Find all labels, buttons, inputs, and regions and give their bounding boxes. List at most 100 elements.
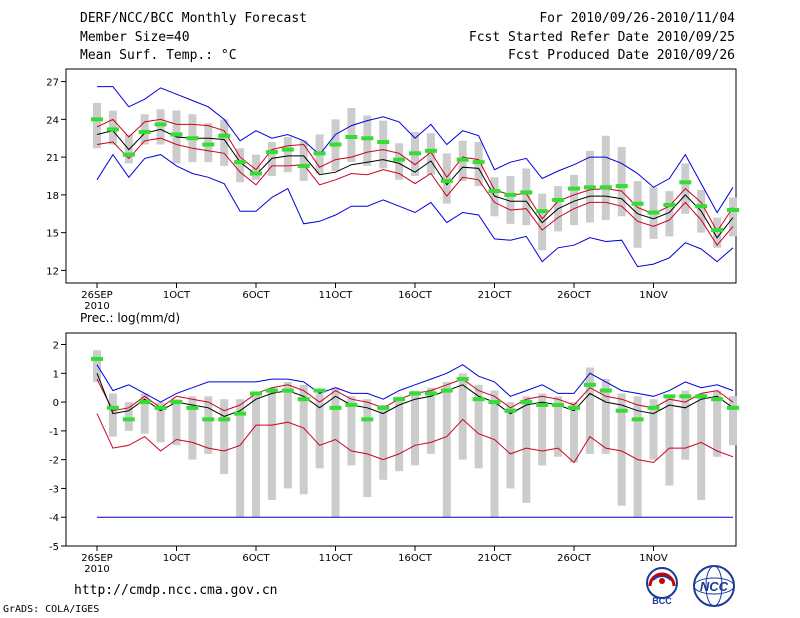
temperature-observed-marker <box>91 117 103 122</box>
temperature-range-bar <box>363 115 372 166</box>
precipitation-observed-marker <box>711 397 724 402</box>
precipitation-range-bar <box>283 381 292 489</box>
precipitation-range-bar <box>172 399 181 446</box>
precipitation-observed-marker <box>234 411 247 416</box>
precipitation-observed-marker <box>91 356 103 361</box>
precipitation-observed-marker <box>361 417 374 422</box>
precipitation-observed-marker <box>170 400 183 405</box>
precipitation-observed-marker <box>409 391 421 396</box>
precipitation-range-bar <box>522 396 531 503</box>
temperature-observed-marker <box>440 179 453 184</box>
temperature-frame <box>65 68 737 284</box>
precipitation-observed-marker <box>138 400 151 405</box>
temperature-observed-marker <box>345 134 358 139</box>
precipitation-observed-marker <box>504 408 517 413</box>
precipitation-range-bar <box>490 390 499 518</box>
temperature-range-bar <box>729 197 737 237</box>
temperature-range-bar <box>570 174 578 226</box>
precipitation-range-bar <box>315 393 324 469</box>
temperature-observed-marker <box>393 157 406 162</box>
temperature-observed-marker <box>234 160 247 165</box>
temperature-observed-marker <box>456 157 469 162</box>
precipitation-range-bar <box>108 393 117 437</box>
precipitation-range-bar <box>331 387 340 518</box>
ncc-logo: NCC <box>693 565 735 607</box>
temperature-observed-marker <box>265 150 278 155</box>
precipitation-lower-red-line <box>96 413 734 464</box>
precipitation-observed-marker <box>456 377 469 382</box>
precipitation-range-bar <box>156 402 165 443</box>
precipitation-ytick-label: 2 <box>53 341 59 352</box>
precipitation-observed-marker <box>583 382 596 387</box>
temperature-xtick-label: 11OCT <box>319 290 354 301</box>
precipitation-range-bar <box>220 399 229 475</box>
forecast-produced-date: Fcst Produced Date 2010/09/26 <box>508 48 735 63</box>
precipitation-range-bar <box>697 393 706 500</box>
temperature-observed-marker <box>679 180 692 185</box>
temperature-observed-marker <box>504 192 517 197</box>
precipitation-range-bar <box>124 402 133 431</box>
temperature-upper-red-line <box>96 118 734 233</box>
precipitation-xtick-label: 21OCT <box>478 553 513 564</box>
precipitation-ytick-label: 0 <box>53 398 59 409</box>
temperature-observed-marker <box>583 185 596 190</box>
precipitation-range-bar <box>538 393 547 466</box>
precipitation-range-bar <box>458 373 467 460</box>
precipitation-observed-marker <box>615 408 628 413</box>
temperature-range-bar <box>601 135 610 221</box>
temperature-range-bar <box>522 168 531 226</box>
precipitation-range-bar <box>729 396 737 446</box>
temperature-range-bar <box>379 120 388 169</box>
precipitation-range-bar <box>140 393 149 434</box>
temperature-observed-marker <box>520 190 533 195</box>
precipitation-observed-marker <box>106 405 119 410</box>
precipitation-range-bar <box>379 404 388 480</box>
temperature-range-bar <box>506 176 515 224</box>
temperature-observed-marker <box>329 142 342 147</box>
temperature-xtick-label: 26OCT <box>557 290 592 301</box>
temperature-upper-blue-line <box>97 86 734 214</box>
grads-credit: GrADS: COLA/IGES <box>3 604 100 615</box>
forecast-period: For 2010/09/26-2010/11/04 <box>539 11 735 26</box>
precipitation-observed-marker <box>488 400 501 405</box>
precipitation-observed-marker <box>265 388 278 393</box>
temperature-observed-marker <box>138 129 151 134</box>
precipitation-observed-marker <box>345 402 358 407</box>
temperature-observed-marker <box>472 160 485 165</box>
precipitation-range-bar <box>713 390 722 457</box>
precipitation-observed-marker <box>568 405 580 410</box>
precipitation-range-bar <box>665 396 674 486</box>
precipitation-range-bar <box>363 399 372 498</box>
temperature-observed-marker <box>552 197 565 202</box>
temperature-range-bar <box>236 148 245 183</box>
precipitation-range-bar <box>93 350 101 382</box>
precipitation-ytick-label: -3 <box>49 484 59 495</box>
precipitation-panel-title: Prec.: log(mm/d) <box>80 311 180 325</box>
precipitation-ytick-label: -1 <box>49 427 59 438</box>
temperature-observed-marker <box>663 202 676 207</box>
temperature-ytick-label: 27 <box>46 78 59 89</box>
precipitation-observed-marker <box>695 394 708 399</box>
precipitation-observed-marker <box>647 405 660 410</box>
precipitation-xtick-year: 2010 <box>84 564 109 575</box>
temperature-xtick-label: 1NOV <box>639 290 668 301</box>
source-url[interactable]: http://cmdp.ncc.cma.gov.cn <box>74 583 278 598</box>
precipitation-range-bar <box>236 399 245 518</box>
temperature-observed-marker <box>599 185 612 190</box>
temperature-observed-marker <box>281 147 294 152</box>
temperature-range-bar <box>442 153 451 204</box>
precipitation-ytick-label: -5 <box>49 542 59 553</box>
precipitation-observed-marker <box>424 391 437 396</box>
precipitation-range-bar <box>267 387 276 500</box>
precipitation-observed-marker <box>218 417 231 422</box>
temperature-observed-marker <box>106 127 119 132</box>
precipitation-range-bar <box>681 390 690 460</box>
precipitation-range-bar <box>649 399 658 460</box>
precipitation-range-bar <box>554 396 563 457</box>
temperature-xtick-label: 26SEP <box>81 290 112 301</box>
precipitation-xtick-label: 1OCT <box>163 553 191 564</box>
precipitation-observed-marker <box>186 405 199 410</box>
precipitation-observed-marker <box>472 397 485 402</box>
temperature-observed-marker <box>297 163 310 168</box>
